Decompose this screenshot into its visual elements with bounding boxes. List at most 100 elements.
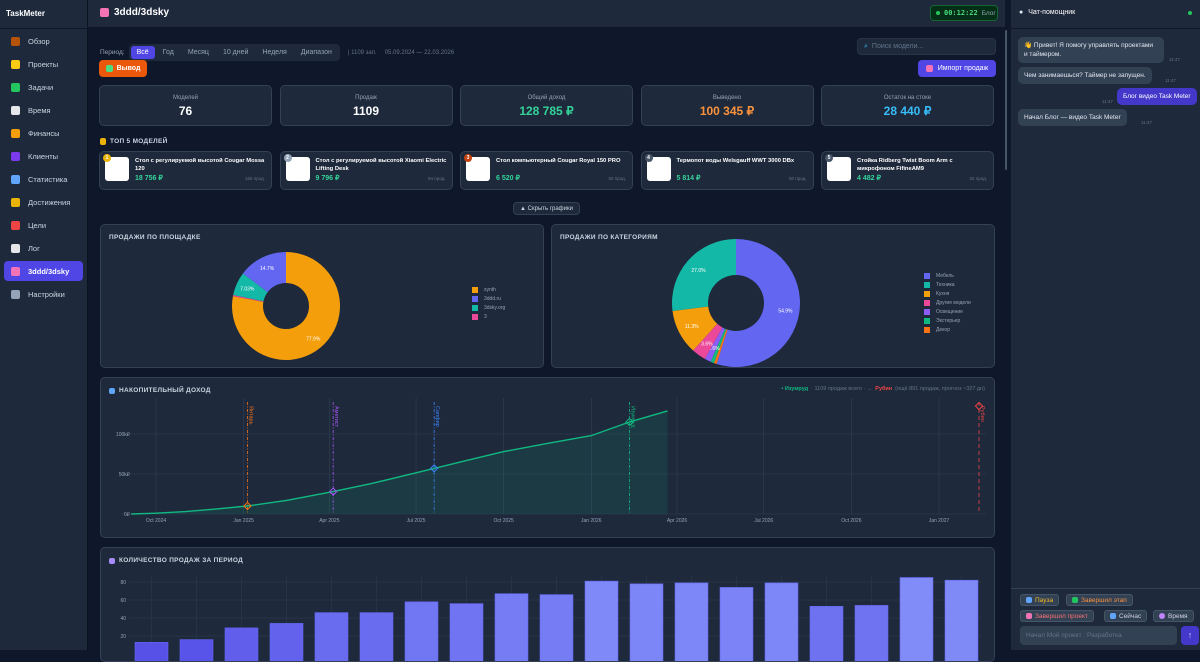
sidebar-item-label: 3ddd/3dsky — [28, 267, 69, 276]
hide-charts-button[interactable]: ▲ Скрыть графики — [513, 202, 580, 215]
time-label: Время — [1168, 613, 1188, 620]
sidebar-item-11[interactable]: Настройки — [4, 284, 83, 304]
period-tab[interactable]: Год — [157, 46, 180, 59]
period-tab[interactable]: Диапазон — [295, 46, 338, 59]
pie-slice-Техника[interactable] — [672, 239, 736, 311]
bar[interactable] — [135, 642, 168, 662]
timer-badge[interactable]: 00:12:22 Блог — [930, 5, 998, 21]
milestone-label: Аметист — [333, 406, 339, 428]
legend-item[interactable]: Другие модели — [924, 298, 971, 307]
sidebar-item-4[interactable]: Финансы — [4, 123, 83, 143]
pause-button[interactable]: Пауза — [1020, 594, 1059, 606]
x-tick-label: Oct 2026 — [841, 518, 862, 524]
send-button[interactable]: ↑ — [1181, 626, 1199, 645]
legend-item[interactable]: Мебель — [924, 271, 971, 280]
legend-swatch — [924, 327, 930, 333]
legend-item[interactable]: Экстерьер — [924, 316, 971, 325]
target-icon — [11, 221, 20, 230]
sidebar-item-8[interactable]: Цели — [4, 215, 83, 235]
x-tick-label: Jul 2025 — [407, 518, 426, 524]
x-tick-label: Oct 2024 — [146, 518, 167, 524]
pause-label: Пауза — [1035, 597, 1053, 604]
bar[interactable] — [405, 602, 438, 662]
legend-swatch — [924, 273, 930, 279]
legend-item[interactable]: 3 — [472, 312, 505, 321]
model-search-input[interactable]: ⌕ Поиск модели... — [857, 38, 996, 55]
sidebar-item-7[interactable]: Достижения — [4, 192, 83, 212]
bar[interactable] — [630, 584, 663, 662]
legend-item[interactable]: 3ddd.ru — [472, 294, 505, 303]
chat-message-user: Блог видео Task Meter — [1117, 88, 1197, 105]
chat-title: Чат-помощник — [1028, 9, 1075, 16]
legend-swatch — [924, 309, 930, 315]
records-count: | 1109 зап. — [348, 50, 377, 56]
bar[interactable] — [270, 623, 303, 662]
time-button[interactable]: Время — [1153, 610, 1194, 622]
house-icon — [11, 37, 20, 46]
chat-input[interactable]: Начал Мой проект : Разработка — [1020, 626, 1177, 645]
sidebar-item-0[interactable]: Обзор — [4, 31, 83, 51]
bar[interactable] — [900, 578, 933, 662]
sidebar-item-label: Обзор — [28, 37, 50, 46]
import-sales-button[interactable]: Импорт продаж — [918, 60, 996, 77]
period-tab[interactable]: Всё — [131, 46, 155, 59]
folder-icon — [11, 60, 20, 69]
period-tab[interactable]: Месяц — [182, 46, 215, 59]
online-indicator — [1188, 11, 1192, 15]
legend-item[interactable]: 3dsky.org — [472, 303, 505, 312]
divider — [1011, 588, 1200, 589]
bar[interactable] — [720, 587, 753, 662]
bar[interactable] — [675, 583, 708, 662]
legend-item[interactable]: Техника — [924, 280, 971, 289]
bar[interactable] — [855, 605, 888, 662]
y-tick-label: 60 — [120, 598, 126, 604]
sidebar-item-10[interactable]: 3ddd/3dsky — [4, 261, 83, 281]
bar[interactable] — [540, 595, 573, 662]
bar[interactable] — [495, 594, 528, 662]
bar[interactable] — [810, 606, 843, 662]
bar[interactable] — [180, 640, 213, 662]
sidebar-item-1[interactable]: Проекты — [4, 54, 83, 74]
chart-icon — [109, 388, 115, 394]
legend-label: Другие модели — [936, 300, 971, 306]
legend-item[interactable]: Декор — [924, 325, 971, 334]
panel-title: НАКОПИТЕЛЬНЫЙ ДОХОД — [109, 387, 211, 394]
legend-item[interactable]: Кухня — [924, 289, 971, 298]
legend-item[interactable]: Освещение — [924, 307, 971, 316]
chat-header: ● Чат-помощник — [1019, 9, 1075, 16]
bar[interactable] — [315, 613, 348, 662]
message-time: 11:47 — [1102, 99, 1113, 104]
sidebar-item-2[interactable]: Задачи — [4, 77, 83, 97]
sidebar-item-6[interactable]: Статистика — [4, 169, 83, 189]
finish-project-button[interactable]: Завершил проект — [1020, 610, 1094, 622]
now-button[interactable]: Сейчас — [1104, 610, 1147, 622]
bar[interactable] — [360, 613, 393, 662]
milestone-label: Сапфир — [434, 406, 440, 427]
sidebar-item-5[interactable]: Клиенты — [4, 146, 83, 166]
slice-label: 14.7% — [260, 266, 275, 272]
chat-message-bot: Чем занимаешься? Таймер не запущен. — [1018, 67, 1152, 84]
model-name: Термопот воды Welsgauff WWT 3000 DBx — [677, 157, 810, 165]
finish-stage-button[interactable]: Завершил этап — [1066, 594, 1133, 606]
bar[interactable] — [225, 628, 258, 662]
speech-bubble-icon: ● — [1019, 9, 1023, 16]
sidebar-item-3[interactable]: Время — [4, 100, 83, 120]
bar[interactable] — [450, 604, 483, 662]
sidebar-item-9[interactable]: Лог — [4, 238, 83, 258]
panel-title: ПРОДАЖИ ПО КАТЕГОРИЯМ — [560, 234, 658, 241]
bar[interactable] — [765, 583, 798, 662]
legend-item[interactable]: synth — [472, 285, 505, 294]
shop-icon — [11, 267, 20, 276]
period-tab[interactable]: Неделя — [256, 46, 292, 59]
sidebar-item-label: Цели — [28, 221, 46, 230]
sidebar-item-label: Проекты — [28, 60, 58, 69]
period-tab[interactable]: 10 дней — [217, 46, 254, 59]
rank-badge: 1 — [103, 154, 111, 162]
withdraw-button[interactable]: Вывод — [99, 60, 147, 77]
